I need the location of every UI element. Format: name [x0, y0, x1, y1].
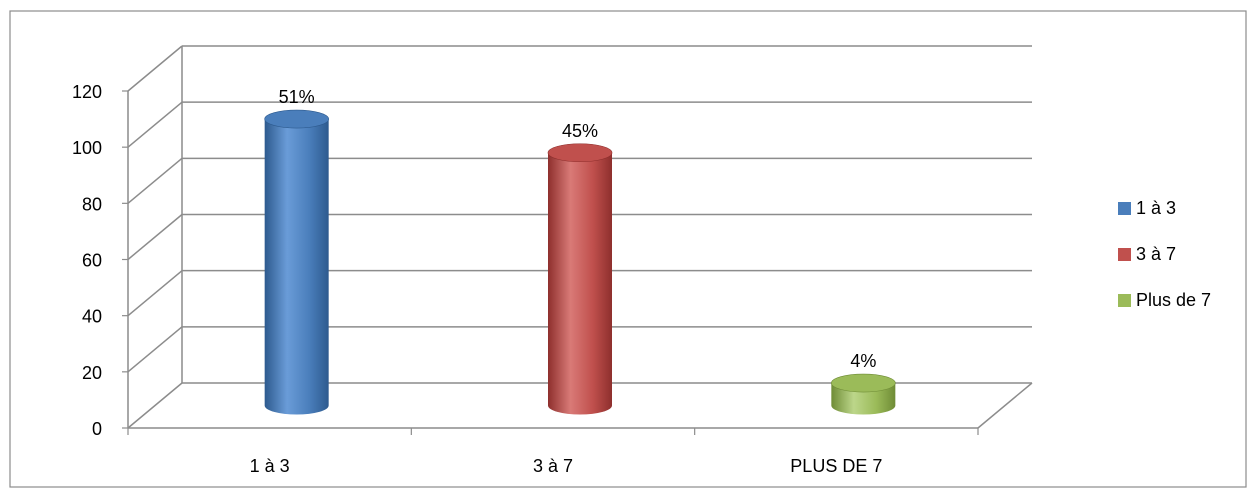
- x-category-label: 1 à 3: [250, 456, 290, 476]
- data-label: 45%: [562, 121, 598, 141]
- gridline-side: [127, 157, 183, 204]
- bar-top: [264, 109, 329, 129]
- gridline-side: [127, 101, 183, 148]
- bar-top: [831, 373, 896, 393]
- legend-swatch: [1118, 248, 1131, 261]
- legend: 1 à 3 3 à 7 Plus de 7: [1118, 198, 1211, 310]
- bar: [548, 152, 612, 415]
- y-tick-label: 60: [82, 251, 102, 271]
- gridline-side: [127, 382, 183, 429]
- labels: 1 à 3 3 à 7 PLUS DE 7 51% 45% 4%: [250, 87, 883, 476]
- x-category-label: 3 à 7: [533, 456, 573, 476]
- gridline-side: [127, 270, 183, 317]
- bar-top: [547, 143, 613, 163]
- axes: 0 20 40 60 80 100 120: [72, 82, 1033, 439]
- y-tick-label: 0: [92, 419, 102, 439]
- gridline-side: [127, 326, 183, 373]
- side-wall-top: [127, 45, 183, 92]
- y-tick-label: 100: [72, 138, 102, 158]
- y-tick-label: 20: [82, 363, 102, 383]
- legend-label: Plus de 7: [1136, 290, 1211, 310]
- bar: [264, 119, 329, 415]
- chart-border: [9, 10, 1247, 488]
- floor-right-edge: [977, 382, 1033, 429]
- data-label: 51%: [279, 87, 315, 107]
- y-tick-label: 40: [82, 307, 102, 327]
- data-label: 4%: [850, 351, 876, 371]
- y-tick-label: 80: [82, 194, 102, 214]
- legend-swatch: [1118, 294, 1131, 307]
- legend-label: 3 à 7: [1136, 244, 1176, 264]
- gridline-side: [127, 213, 183, 261]
- legend-label: 1 à 3: [1136, 198, 1176, 218]
- legend-swatch: [1118, 202, 1131, 215]
- y-tick-label: 120: [72, 82, 102, 102]
- x-category-label: PLUS DE 7: [790, 456, 882, 476]
- bars: [264, 109, 896, 415]
